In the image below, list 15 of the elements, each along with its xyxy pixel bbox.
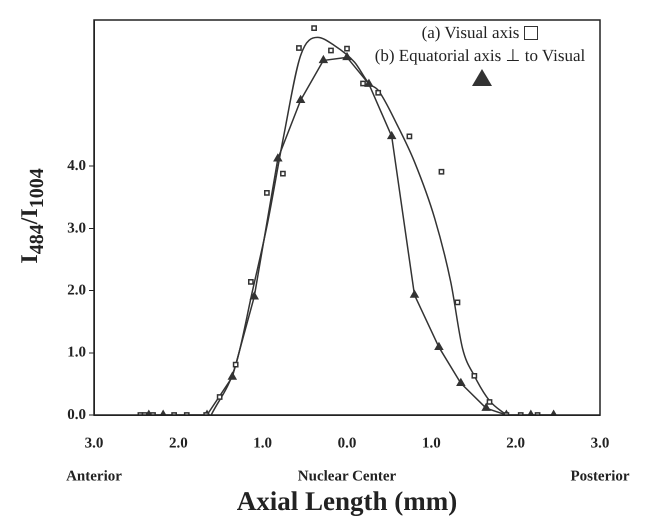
- x-tick-label: 1.0: [253, 435, 272, 452]
- y-tick-label: 0.0: [67, 406, 86, 423]
- x-tick-label: 3.0 Anterior: [66, 435, 122, 484]
- y-tick-label: 3.0: [67, 220, 86, 236]
- series-label: (b) Equatorial axis ⊥ to Visual: [374, 44, 586, 67]
- x-tick-label: 3.0 Posterior: [570, 435, 630, 484]
- y-tick-label: 1.0: [67, 344, 86, 361]
- y-tick-label: 2.0: [67, 282, 86, 298]
- x-tick-label: 0.0 Nuclear Center: [298, 435, 397, 484]
- legend-label: (a) Visual axis: [420, 22, 520, 44]
- x-tick-label: 2.0: [506, 435, 526, 452]
- x-axis-title: Axial Length (mm): [236, 486, 458, 516]
- y-tick-label: 4.0: [67, 158, 86, 174]
- x-tick-label: 1.0: [422, 435, 441, 452]
- x-tick-label: 2.0: [168, 435, 188, 452]
